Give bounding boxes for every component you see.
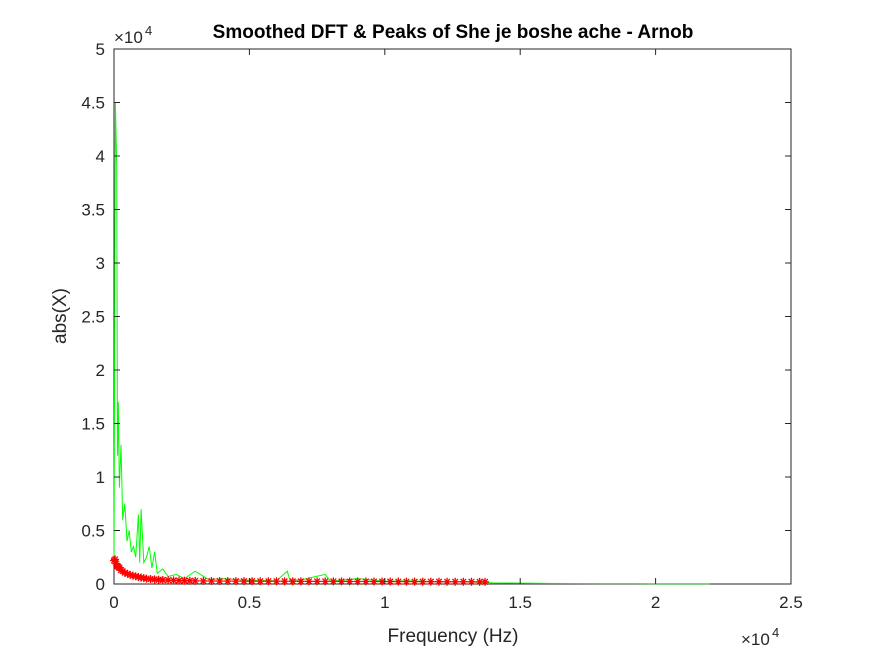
y-tick-label: 4.5 [81, 94, 105, 113]
y-tick-label: 2 [96, 361, 105, 380]
x-exponent-base: ×10 [741, 630, 770, 649]
peak-marker [264, 577, 273, 586]
peak-marker [256, 577, 265, 586]
peak-marker [321, 577, 330, 586]
peak-marker [353, 577, 362, 586]
y-tick-label: 5 [96, 40, 105, 59]
y-tick-label: 3.5 [81, 201, 105, 220]
peak-marker [459, 577, 468, 586]
peak-marker [280, 577, 289, 586]
y-tick-label: 1.5 [81, 415, 105, 434]
y-axis-label: abs(X) [50, 288, 71, 344]
y-tick-label: 1 [96, 468, 105, 487]
x-tick-label: 1.5 [508, 593, 532, 612]
peak-marker [410, 577, 419, 586]
y-exponent-label: ×10 4 [114, 23, 152, 47]
peak-marker [426, 577, 435, 586]
y-axis-ticks: 0 0.5 1 1.5 2 2.5 3 3.5 4 4.5 5 [81, 40, 791, 594]
peak-marker [386, 577, 395, 586]
peak-marker [185, 576, 194, 585]
peak-marker [369, 577, 378, 586]
peak-marker [207, 577, 216, 586]
peak-marker [329, 577, 338, 586]
peak-marker [443, 577, 452, 586]
y-exponent-base: ×10 [114, 28, 143, 47]
peak-marker [378, 577, 387, 586]
peak-marker [467, 577, 476, 586]
peak-marker [345, 577, 354, 586]
peak-marker [215, 577, 224, 586]
x-exponent-label: ×10 4 [741, 625, 779, 649]
y-tick-label: 3 [96, 254, 105, 273]
x-axis-label: Frequency (Hz) [388, 626, 519, 647]
peak-marker [313, 577, 322, 586]
y-tick-label: 0 [96, 575, 105, 594]
peak-markers-layer [110, 555, 489, 586]
peak-marker [231, 577, 240, 586]
x-tick-label: 1 [380, 593, 389, 612]
peak-marker [361, 577, 370, 586]
y-tick-label: 0.5 [81, 522, 105, 541]
peak-marker [418, 577, 427, 586]
x-tick-label: 0.5 [238, 593, 262, 612]
chart-title: Smoothed DFT & Peaks of She je boshe ach… [213, 22, 694, 43]
x-tick-label: 0 [109, 593, 118, 612]
plot-area [110, 48, 792, 586]
peak-marker [199, 576, 208, 585]
peak-marker [296, 577, 305, 586]
peak-marker [394, 577, 403, 586]
peak-marker [223, 577, 232, 586]
x-tick-label: 2.5 [779, 593, 803, 612]
x-tick-label: 2 [651, 593, 660, 612]
peak-marker [402, 577, 411, 586]
y-tick-label: 4 [96, 147, 105, 166]
peak-marker [451, 577, 460, 586]
peak-marker [272, 577, 281, 586]
peak-marker [337, 577, 346, 586]
x-exponent-power: 4 [772, 625, 779, 640]
x-axis-ticks: 0 0.5 1 1.5 2 2.5 [109, 49, 803, 612]
peak-marker [174, 576, 183, 585]
peak-marker [480, 577, 489, 586]
peak-marker [434, 577, 443, 586]
peak-marker [304, 577, 313, 586]
y-tick-label: 2.5 [81, 308, 105, 327]
axes-box [113, 48, 792, 585]
peak-marker [191, 576, 200, 585]
y-exponent-power: 4 [145, 23, 152, 38]
peak-marker [288, 577, 297, 586]
peak-marker [239, 577, 248, 586]
